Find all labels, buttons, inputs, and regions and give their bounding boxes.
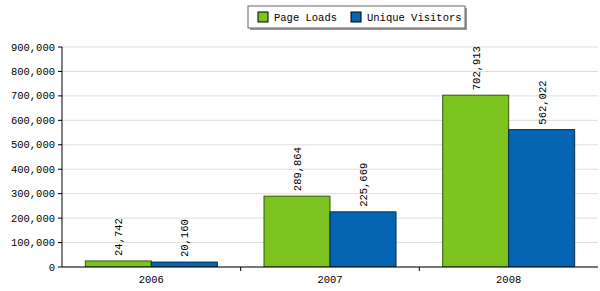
x-tick-label: 2008 (496, 274, 521, 286)
x-tick-label: 2006 (139, 274, 164, 286)
y-tick-label: 400,000 (11, 164, 55, 176)
chart-container: 0 100,000 200,000 300,000 400,000 500,000 600,… (0, 0, 600, 291)
y-tick (58, 95, 62, 96)
bar (151, 262, 217, 267)
y-tick-label: 100,000 (11, 237, 55, 249)
bar (509, 130, 575, 267)
y-tick-label: 700,000 (11, 90, 55, 102)
legend-label: Page Loads (274, 12, 337, 24)
grid-line (62, 120, 598, 121)
y-tick-label: 900,000 (11, 42, 55, 54)
y-tick-label: 800,000 (11, 66, 55, 78)
legend-label: Unique Visitors (367, 12, 462, 24)
y-tick (58, 144, 62, 145)
y-tick (58, 218, 62, 219)
legend-swatch (258, 12, 268, 22)
y-tick (58, 267, 62, 268)
y-tick-label: 500,000 (11, 139, 55, 151)
y-tick (58, 71, 62, 72)
y-tick-label: 600,000 (11, 115, 55, 127)
grid-line (62, 95, 598, 96)
legend-box (248, 6, 465, 28)
chart: 0 100,000 200,000 300,000 400,000 500,000 600,… (0, 0, 600, 291)
data-label: 225,669 (358, 163, 370, 207)
data-label: 289,864 (292, 147, 304, 191)
bars (85, 95, 574, 267)
grid-line (62, 71, 598, 72)
y-tick (58, 169, 62, 170)
legend-swatch (351, 12, 361, 22)
category-divider (240, 267, 241, 271)
data-label: 562,022 (537, 81, 549, 125)
y-tick (58, 242, 62, 243)
data-label: 20,160 (179, 219, 191, 257)
y-tick-label: 300,000 (11, 188, 55, 200)
y-tick (58, 120, 62, 121)
x-axis (62, 267, 598, 268)
bar (85, 261, 151, 267)
y-tick-label: 200,000 (11, 213, 55, 225)
legend: Page Loads Unique Visitors (248, 6, 467, 30)
x-tick-label: 2007 (317, 274, 342, 286)
bar (330, 212, 396, 267)
grid-line (62, 267, 598, 268)
data-label: 24,742 (113, 218, 125, 256)
bar (443, 95, 509, 267)
y-tick (58, 193, 62, 194)
category-divider (419, 267, 420, 271)
y-tick-label: 0 (49, 262, 55, 274)
data-label: 702,913 (471, 46, 483, 90)
grid-line (62, 47, 598, 48)
bar (264, 196, 330, 267)
y-tick (58, 47, 62, 48)
y-axis (62, 47, 63, 267)
